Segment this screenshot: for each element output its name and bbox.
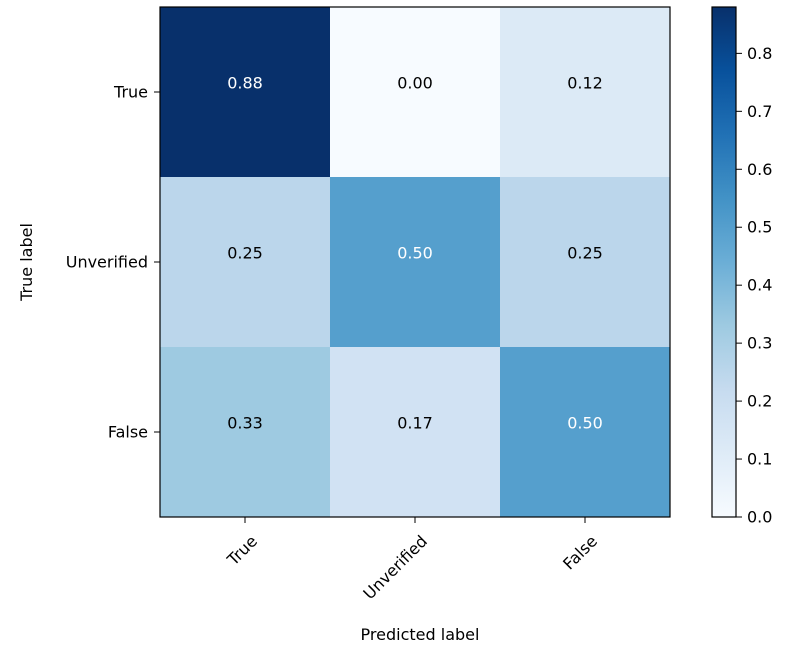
heatmap-cell-1-1: [330, 177, 500, 347]
x-axis-title: Predicted label: [361, 625, 480, 644]
colorbar-tick-label-2: 0.2: [747, 392, 772, 411]
colorbar-tick-label-7: 0.7: [747, 102, 772, 121]
cell-value-label-0-1: 0.00: [397, 74, 433, 93]
colorbar-gradient: [711, 6, 737, 518]
x-axis-ticks: True Unverified False: [223, 517, 601, 603]
colorbar-tick-label-1: 0.1: [747, 450, 772, 469]
cell-value-label-0-2: 0.12: [567, 74, 603, 93]
heatmap-cell-2-0: [160, 347, 330, 517]
cell-value-label-2-2: 0.50: [567, 414, 603, 433]
cell-value-label-1-0: 0.25: [227, 244, 263, 263]
colorbar-tick-label-3: 0.3: [747, 334, 772, 353]
cell-value-label-0-0: 0.88: [227, 74, 263, 93]
y-axis-title: True label: [17, 223, 36, 302]
x-tick-label-2: False: [559, 532, 601, 574]
heatmap-cells: [160, 7, 670, 517]
y-tick-label-1: Unverified: [66, 253, 148, 272]
y-axis-ticks: True Unverified False: [66, 83, 160, 442]
colorbar-tick-label-4: 0.4: [747, 276, 772, 295]
y-tick-label-0: True: [113, 83, 148, 102]
heatmap-cell-0-2: [500, 7, 670, 177]
colorbar-tick-label-6: 0.6: [747, 160, 772, 179]
heatmap-cell-0-0: [160, 7, 330, 177]
colorbar-tick-label-0: 0.0: [747, 508, 772, 527]
colorbar-tick-label-5: 0.5: [747, 218, 772, 237]
x-tick-label-0: True: [223, 532, 261, 570]
heatmap-cell-2-2: [500, 347, 670, 517]
cell-value-label-1-2: 0.25: [567, 244, 603, 263]
heatmap-cell-1-2: [500, 177, 670, 347]
cell-value-label-1-1: 0.50: [397, 244, 433, 263]
heatmap-cell-2-1: [330, 347, 500, 517]
y-tick-label-2: False: [108, 423, 148, 442]
heatmap-cell-0-1: [330, 7, 500, 177]
cell-value-label-2-1: 0.17: [397, 414, 433, 433]
colorbar-ticks: 0.0 0.1 0.2 0.3 0.4 0.5 0.6 0.7 0.8: [736, 44, 772, 527]
cell-value-labels: 0.88 0.00 0.12 0.25 0.50 0.25 0.33 0.17 0.50: [227, 74, 603, 433]
x-tick-label-1: Unverified: [359, 532, 431, 604]
colorbar-tick-label-8: 0.8: [747, 44, 772, 63]
colorbar: 0.0 0.1 0.2 0.3 0.4 0.5 0.6 0.7 0.8: [711, 6, 772, 527]
cell-value-label-2-0: 0.33: [227, 414, 263, 433]
heatmap-cell-1-0: [160, 177, 330, 347]
